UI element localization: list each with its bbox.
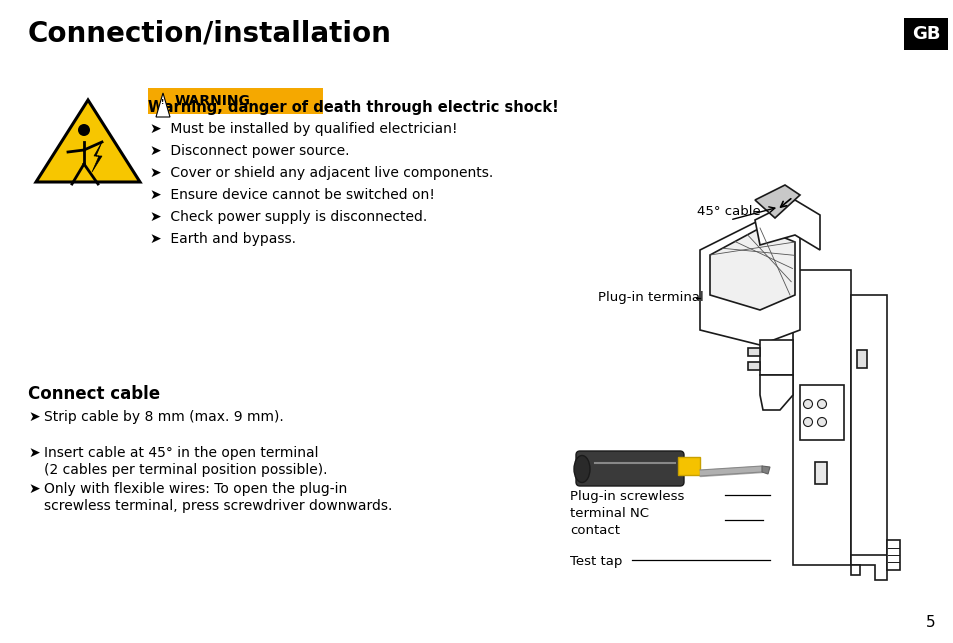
Bar	[800, 385, 843, 440]
Ellipse shape	[574, 455, 589, 482]
Bar	[850, 295, 886, 560]
FancyBboxPatch shape	[678, 457, 700, 475]
Text: Test tap: Test tap	[569, 555, 621, 568]
Polygon shape	[747, 362, 760, 370]
Polygon shape	[709, 228, 794, 310]
Text: Strip cable by 8 mm (max. 9 mm).: Strip cable by 8 mm (max. 9 mm).	[44, 410, 283, 424]
Polygon shape	[850, 555, 886, 580]
Text: Connect cable: Connect cable	[28, 385, 160, 403]
Text: GB: GB	[911, 25, 940, 43]
Text: screwless terminal, press screwdriver downwards.: screwless terminal, press screwdriver do…	[44, 499, 392, 513]
Polygon shape	[700, 220, 800, 345]
Text: ➤  Disconnect power source.: ➤ Disconnect power source.	[150, 144, 349, 158]
Text: ➤  Check power supply is disconnected.: ➤ Check power supply is disconnected.	[150, 210, 427, 224]
Text: ➤  Must be installed by qualified electrician!: ➤ Must be installed by qualified electri…	[150, 122, 457, 136]
Circle shape	[817, 399, 825, 408]
Polygon shape	[754, 200, 820, 250]
Text: Plug-in terminal: Plug-in terminal	[598, 291, 703, 305]
Polygon shape	[754, 185, 800, 218]
Text: 5: 5	[925, 615, 935, 630]
Bar	[856, 350, 866, 368]
Text: ➤  Ensure device cannot be switched on!: ➤ Ensure device cannot be switched on!	[150, 188, 435, 202]
Bar	[814, 462, 826, 484]
Bar	[792, 270, 850, 565]
Bar	[903, 18, 947, 50]
Text: WARNING: WARNING	[174, 94, 251, 108]
Polygon shape	[886, 540, 899, 570]
Text: ➤  Cover or shield any adjacent live components.: ➤ Cover or shield any adjacent live comp…	[150, 166, 493, 180]
Text: Connection/installation: Connection/installation	[28, 20, 392, 48]
Polygon shape	[156, 93, 170, 117]
Polygon shape	[747, 348, 760, 356]
Circle shape	[817, 417, 825, 426]
Text: Only with flexible wires: To open the plug-in: Only with flexible wires: To open the pl…	[44, 482, 347, 496]
Text: ➤: ➤	[28, 446, 40, 460]
Polygon shape	[760, 340, 792, 375]
Circle shape	[802, 399, 812, 408]
Text: (2 cables per terminal position possible).: (2 cables per terminal position possible…	[44, 463, 327, 477]
Circle shape	[802, 417, 812, 426]
Text: 45° cable: 45° cable	[697, 205, 760, 218]
Bar	[148, 88, 323, 114]
Text: ➤: ➤	[28, 410, 40, 424]
Polygon shape	[761, 466, 769, 474]
Polygon shape	[91, 142, 102, 172]
Polygon shape	[760, 375, 792, 410]
Polygon shape	[850, 565, 859, 575]
Text: Insert cable at 45° in the open terminal: Insert cable at 45° in the open terminal	[44, 446, 318, 460]
Text: !: !	[161, 99, 165, 105]
Text: Plug-in screwless
terminal NC
contact: Plug-in screwless terminal NC contact	[569, 490, 683, 537]
FancyBboxPatch shape	[576, 451, 683, 486]
Text: Warning, danger of death through electric shock!: Warning, danger of death through electri…	[148, 100, 558, 115]
Circle shape	[78, 124, 90, 136]
Text: ➤: ➤	[28, 482, 40, 496]
Polygon shape	[36, 100, 140, 182]
Text: ➤  Earth and bypass.: ➤ Earth and bypass.	[150, 232, 295, 246]
